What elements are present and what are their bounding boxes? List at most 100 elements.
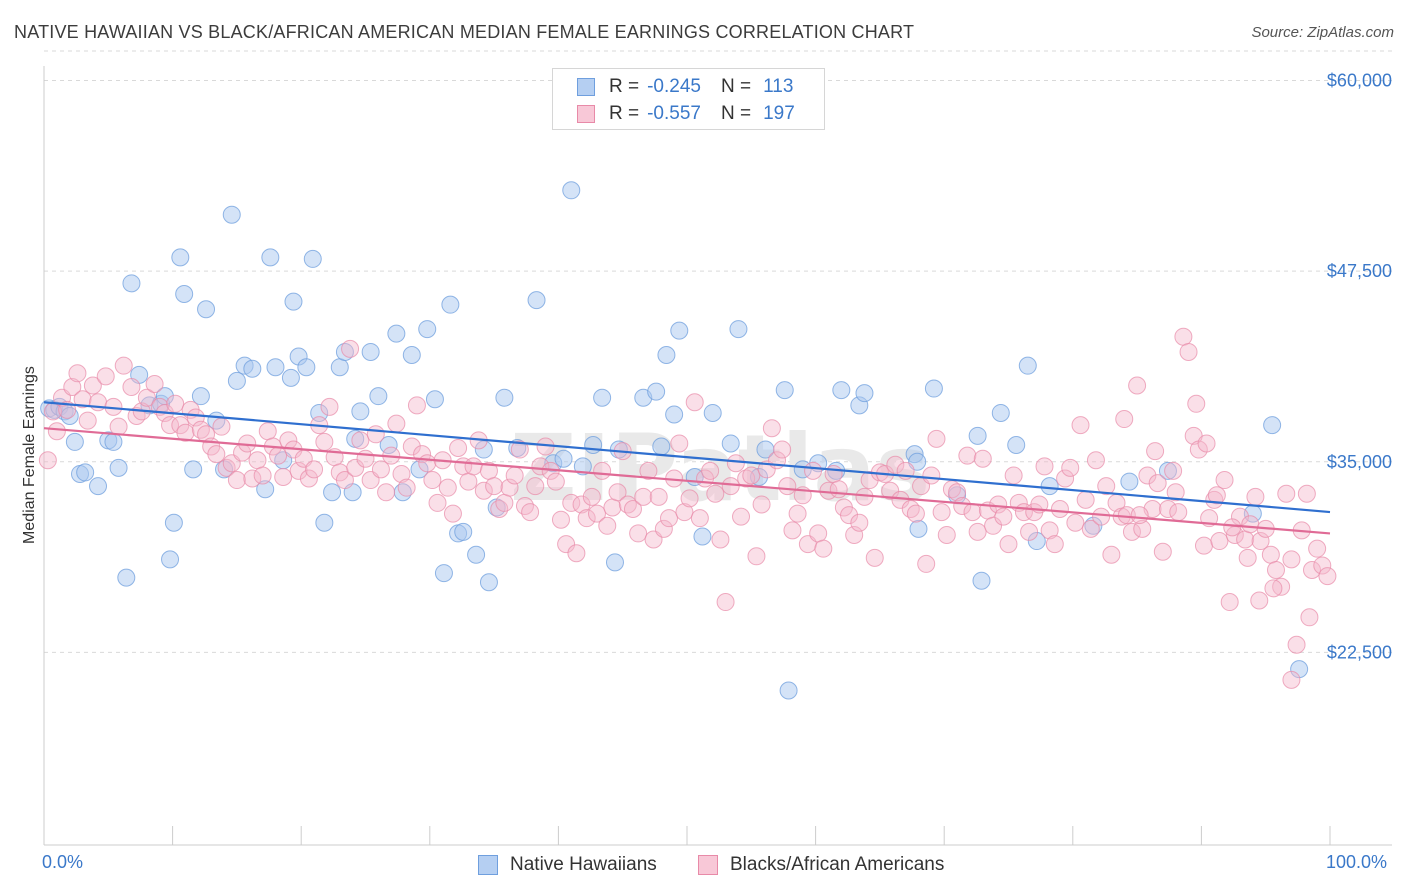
data-point-pink [166,394,185,413]
grid-lines [44,50,1392,653]
data-point-pink [122,378,141,397]
data-point-pink [958,446,977,465]
data-point-blue [441,295,460,314]
data-point-pink [176,423,195,442]
data-point-pink [377,483,396,502]
data-point-pink [96,367,115,386]
data-point-blue [315,513,334,532]
series-blacks-african-americans [38,327,1337,689]
data-point-pink [1197,434,1216,453]
data-point-pink [670,434,689,453]
data-point-pink [593,461,612,480]
data-point-blue [418,320,437,339]
data-point-blue [1084,516,1103,535]
axes [43,66,1392,846]
data-point-blue [361,342,380,361]
trend-line-native-hawaiians [43,401,1331,514]
data-point-blue [584,435,603,454]
data-point-pink [639,461,658,480]
data-point-blue [175,285,194,303]
data-point-pink [207,445,226,464]
blue-swatch [478,855,498,875]
data-point-pink [711,530,730,549]
data-point-blue [303,249,322,268]
data-point-pink [1302,561,1321,580]
data-point-pink [1210,532,1229,551]
data-point-pink [137,388,156,407]
data-point-blue [379,435,398,454]
data-point-pink [1020,522,1039,541]
data-point-pink [752,495,771,514]
data-point-blue [647,382,666,401]
data-point-pink [428,493,447,512]
data-point-blue [402,346,421,364]
n-label: N = [720,76,752,97]
data-point-pink [397,478,416,497]
n-value: 197 [763,103,795,124]
data-point-pink [1297,484,1316,503]
data-point-pink [1179,342,1198,361]
y-tick-label: $35,000 [1327,452,1392,472]
data-point-pink [732,507,751,526]
data-point-blue [122,274,141,293]
data-point-pink [659,509,678,528]
data-point-pink [582,487,601,506]
data-point-pink [1148,474,1167,493]
data-point-blue [495,388,514,407]
y-tick-label: $22,500 [1327,642,1392,662]
data-point-pink [1004,466,1023,485]
data-point-pink [603,498,622,517]
data-point-pink [572,495,591,514]
data-point-blue [1018,356,1037,375]
data-point-blue [593,388,612,407]
data-point-pink [490,500,509,519]
data-point-pink [212,417,231,436]
data-point-blue [562,181,581,200]
data-point-pink [500,478,519,497]
data-point-blue [657,346,676,364]
data-point-pink [999,535,1018,554]
data-point-pink [73,390,92,409]
data-point-blue [335,342,354,361]
data-point-blue [89,477,108,496]
data-point-pink [567,544,586,563]
correlation-legend: R = -0.245 N = 113 R = -0.557 N = 197 [552,68,825,130]
data-point-blue [605,553,624,572]
data-point-pink [922,466,941,485]
data-point-blue [665,405,684,424]
data-point-pink [109,417,128,436]
data-point-blue [369,387,388,406]
data-point-blue [855,384,874,403]
data-point-blue [1290,660,1309,679]
data-point-pink [289,461,308,480]
data-point-pink [747,547,766,566]
legend-row-native-hawaiians: R = -0.245 N = 113 [577,75,793,99]
r-value: -0.245 [647,76,701,97]
data-point-blue [750,468,769,486]
data-point-blue [554,449,573,468]
data-point-pink [521,503,540,522]
data-point-pink [1207,486,1226,505]
data-point-pink [1174,327,1193,346]
data-point-blue [972,571,991,590]
data-point-pink [778,477,797,496]
legend-item-native-hawaiians[interactable]: Native Hawaiians [478,854,657,876]
data-point-pink [989,495,1008,514]
data-point-pink [649,487,668,506]
data-point-pink [531,457,550,476]
data-point-pink [608,483,627,502]
data-point-pink [474,481,493,500]
legend-label: Blacks/African Americans [730,854,945,875]
data-point-pink [623,500,642,519]
data-point-blue [117,568,136,587]
data-point-pink [1115,410,1134,429]
data-point-pink [654,519,673,538]
data-point-pink [1300,608,1319,627]
data-point-blue [387,324,406,343]
legend-item-blacks-african-americans[interactable]: Blacks/African Americans [698,854,944,876]
legend-label: Native Hawaiians [510,854,657,875]
data-point-blue [171,248,190,267]
data-point-pink [315,432,334,451]
data-point-pink [495,493,514,512]
data-point-blue [1007,435,1026,454]
